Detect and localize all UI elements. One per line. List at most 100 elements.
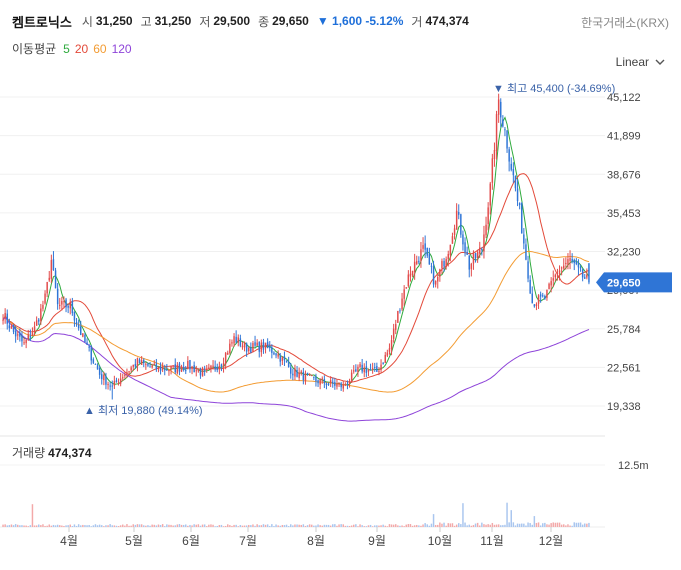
volume-bar <box>92 525 95 527</box>
candle-body <box>388 348 391 352</box>
volume-bar <box>378 525 380 527</box>
candle-body <box>75 321 78 325</box>
volume-bar <box>575 522 578 527</box>
volume-bar <box>273 526 275 527</box>
candle-body <box>348 381 351 384</box>
candle-body <box>407 274 410 286</box>
volume-bar <box>140 524 143 527</box>
candle-body <box>573 259 575 264</box>
volume-bar <box>201 524 204 527</box>
price-tick-label: 38,676 <box>607 169 641 181</box>
volume-bar <box>483 524 485 527</box>
volume-bar <box>149 525 151 527</box>
volume-bar <box>287 526 290 527</box>
volume-bar <box>157 524 160 527</box>
candle-body <box>434 280 437 285</box>
volume-bar <box>497 524 500 527</box>
candlesticks <box>2 93 590 400</box>
candle-body <box>451 236 454 244</box>
candle-body <box>269 346 271 348</box>
candle-body <box>481 248 483 250</box>
volume-bar <box>418 525 420 527</box>
ma-5-line <box>2 116 590 386</box>
volume-bar <box>262 524 265 527</box>
month-label: 10월 <box>428 534 452 548</box>
volume-bar <box>445 525 447 527</box>
volume-bar <box>50 525 53 527</box>
candle-body <box>464 242 466 253</box>
candle-body <box>376 366 378 372</box>
candle-body <box>262 342 265 350</box>
month-label: 4월 <box>60 534 78 548</box>
exchange-label: 한국거래소(KRX) <box>581 16 669 30</box>
volume-bar <box>128 525 130 527</box>
candle-body <box>506 130 508 149</box>
candle-body <box>458 212 460 215</box>
ma-5-label[interactable]: 5 <box>63 41 70 56</box>
volume-bar <box>180 524 183 527</box>
volume-bar <box>546 524 548 527</box>
candle-body <box>94 363 97 365</box>
ma-20-label[interactable]: 20 <box>74 41 89 56</box>
grid-lines <box>0 96 605 528</box>
scale-selector[interactable]: Linear <box>616 55 665 69</box>
candle-body <box>90 347 92 361</box>
volume-bar <box>407 524 410 527</box>
candle-body <box>2 319 4 321</box>
candle-body <box>40 308 42 322</box>
candle-body <box>508 149 510 162</box>
volume-bar <box>17 524 19 527</box>
candle-body <box>332 381 334 384</box>
candle-body <box>294 368 296 377</box>
high-label: 고 <box>140 14 152 29</box>
candle-body <box>12 324 15 332</box>
month-label: 6월 <box>182 534 200 548</box>
volume-bar <box>115 525 118 527</box>
ma-60-label[interactable]: 60 <box>93 41 107 56</box>
candle-body <box>556 272 559 274</box>
volume-bar <box>44 525 46 527</box>
candle-body <box>397 310 399 323</box>
moving-average-legend: 이동평균 5 20 60 120 <box>12 40 132 57</box>
volume-bar <box>481 522 483 527</box>
candle-body <box>535 304 538 306</box>
volume-bar <box>143 525 145 527</box>
candle-body <box>340 383 342 388</box>
ma-120-label[interactable]: 120 <box>111 41 132 56</box>
volume-bar <box>80 525 82 527</box>
volume-bar <box>521 523 523 527</box>
candle-body <box>178 363 181 372</box>
volume-bar <box>153 524 155 527</box>
price-tick-label: 25,784 <box>607 324 641 336</box>
candle-body <box>495 114 498 151</box>
candle-body <box>430 265 433 267</box>
candle-body <box>256 342 258 346</box>
volume-bar <box>254 525 256 527</box>
candle-body <box>48 277 50 281</box>
volume-bar <box>474 523 477 527</box>
candle-body <box>552 278 554 281</box>
volume-bar <box>363 526 365 527</box>
volume-bar <box>279 525 281 527</box>
volume-bar <box>67 525 69 527</box>
volume-bar <box>571 525 573 527</box>
candle-body <box>319 379 321 385</box>
candle-body <box>369 369 372 371</box>
volume-bar <box>216 525 218 527</box>
volume-bar <box>235 524 237 527</box>
candle-body <box>161 367 164 370</box>
volume-bar <box>6 525 8 527</box>
volume-bar <box>300 524 302 527</box>
volume-bar <box>124 525 126 527</box>
candle-body <box>197 370 200 372</box>
volume-bar <box>563 524 565 527</box>
volume-bar <box>159 524 162 527</box>
candle-body <box>455 210 458 230</box>
volume-bar <box>161 524 164 527</box>
volume-bar <box>434 524 437 527</box>
candle-body <box>529 279 531 294</box>
candle-body <box>220 364 223 367</box>
current-price-label: 29,650 <box>607 277 641 289</box>
candle-body <box>206 368 208 370</box>
